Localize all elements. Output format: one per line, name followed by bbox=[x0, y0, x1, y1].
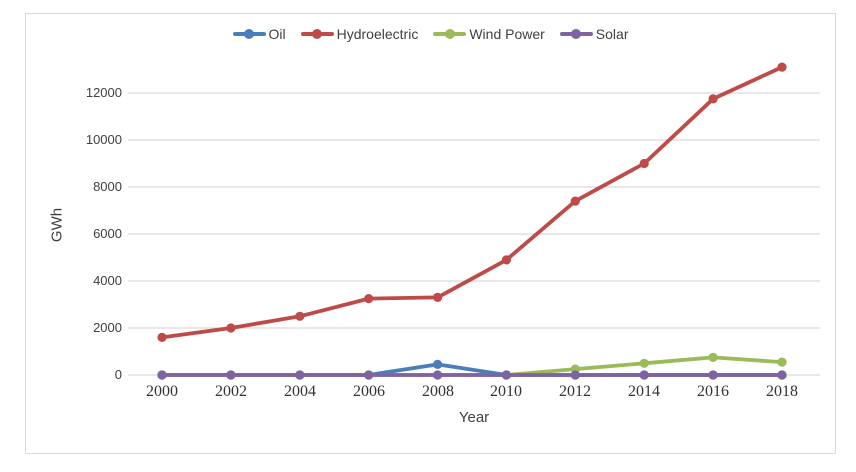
series-point-hydroelectric-2010[interactable] bbox=[501, 255, 511, 265]
y-tick-12000: 12000 bbox=[85, 85, 122, 100]
series-point-wind-power-2016[interactable] bbox=[708, 352, 718, 362]
series-point-hydroelectric-2012[interactable] bbox=[570, 196, 580, 206]
series-point-solar-2016[interactable] bbox=[708, 370, 718, 380]
y-tick-10000: 10000 bbox=[85, 132, 122, 147]
legend-marker-solar bbox=[559, 29, 593, 39]
series-point-oil-2008[interactable] bbox=[433, 359, 443, 369]
legend-dot-solar bbox=[571, 29, 582, 39]
y-tick-8000: 8000 bbox=[93, 179, 122, 194]
legend-dot-wind-power bbox=[444, 29, 455, 39]
legend: Oil Hydroelectric Wind Power Solar bbox=[25, 24, 836, 44]
series-point-hydroelectric-2002[interactable] bbox=[226, 323, 236, 333]
series-point-wind-power-2018[interactable] bbox=[777, 357, 787, 367]
legend-label-solar: Solar bbox=[595, 26, 629, 42]
x-tick-2010: 2010 bbox=[490, 383, 522, 400]
y-tick-6000: 6000 bbox=[93, 226, 122, 241]
series-point-hydroelectric-2008[interactable] bbox=[433, 292, 443, 302]
legend-label-wind-power: Wind Power bbox=[469, 26, 545, 42]
legend-marker-oil bbox=[232, 29, 266, 39]
legend-dot-hydroelectric bbox=[312, 29, 323, 39]
y-tick-2000: 2000 bbox=[93, 320, 122, 335]
series-point-hydroelectric-2016[interactable] bbox=[708, 94, 718, 104]
series-point-solar-2008[interactable] bbox=[433, 370, 443, 380]
series-point-solar-2002[interactable] bbox=[226, 370, 236, 380]
x-tick-2016: 2016 bbox=[697, 383, 729, 400]
series-point-solar-2010[interactable] bbox=[501, 370, 511, 380]
y-tick-4000: 4000 bbox=[93, 273, 122, 288]
x-tick-2014: 2014 bbox=[628, 383, 660, 400]
legend-label-oil: Oil bbox=[268, 26, 286, 42]
x-tick-2012: 2012 bbox=[559, 383, 591, 400]
x-tick-2008: 2008 bbox=[422, 383, 454, 400]
series-point-wind-power-2014[interactable] bbox=[639, 358, 649, 368]
y-axis-title: GWh bbox=[48, 207, 66, 243]
series-point-solar-2006[interactable] bbox=[364, 370, 374, 380]
legend-item-wind-power[interactable]: Wind Power bbox=[433, 25, 545, 43]
series-line-hydroelectric bbox=[160, 65, 784, 340]
series-point-solar-2014[interactable] bbox=[639, 370, 649, 380]
x-tick-2006: 2006 bbox=[353, 383, 385, 400]
y-tick-0: 0 bbox=[114, 367, 122, 382]
legend-item-oil[interactable]: Oil bbox=[232, 25, 286, 43]
legend-item-solar[interactable]: Solar bbox=[559, 25, 629, 43]
legend-marker-wind-power bbox=[433, 29, 467, 39]
series-point-hydroelectric-2000[interactable] bbox=[157, 332, 167, 342]
series-point-hydroelectric-2014[interactable] bbox=[639, 158, 649, 169]
series-point-solar-2004[interactable] bbox=[295, 370, 305, 380]
legend-label-hydroelectric: Hydroelectric bbox=[336, 26, 419, 42]
series-line-wind-power bbox=[160, 355, 784, 377]
series-point-hydroelectric-2006[interactable] bbox=[364, 294, 374, 304]
x-tick-2000: 2000 bbox=[146, 383, 178, 400]
legend-dot-oil bbox=[244, 29, 254, 39]
x-tick-2018: 2018 bbox=[766, 383, 798, 400]
x-tick-2002: 2002 bbox=[215, 383, 247, 400]
legend-item-hydroelectric[interactable]: Hydroelectric bbox=[300, 25, 419, 43]
x-axis-title: Year bbox=[458, 409, 490, 426]
series-point-hydroelectric-2018[interactable] bbox=[777, 62, 787, 72]
legend-marker-hydroelectric bbox=[300, 29, 334, 39]
series-point-hydroelectric-2004[interactable] bbox=[295, 311, 305, 321]
series-point-solar-2018[interactable] bbox=[777, 370, 787, 380]
series-point-solar-2012[interactable] bbox=[570, 370, 580, 380]
x-tick-2004: 2004 bbox=[284, 383, 316, 400]
series-point-solar-2000[interactable] bbox=[157, 370, 167, 380]
